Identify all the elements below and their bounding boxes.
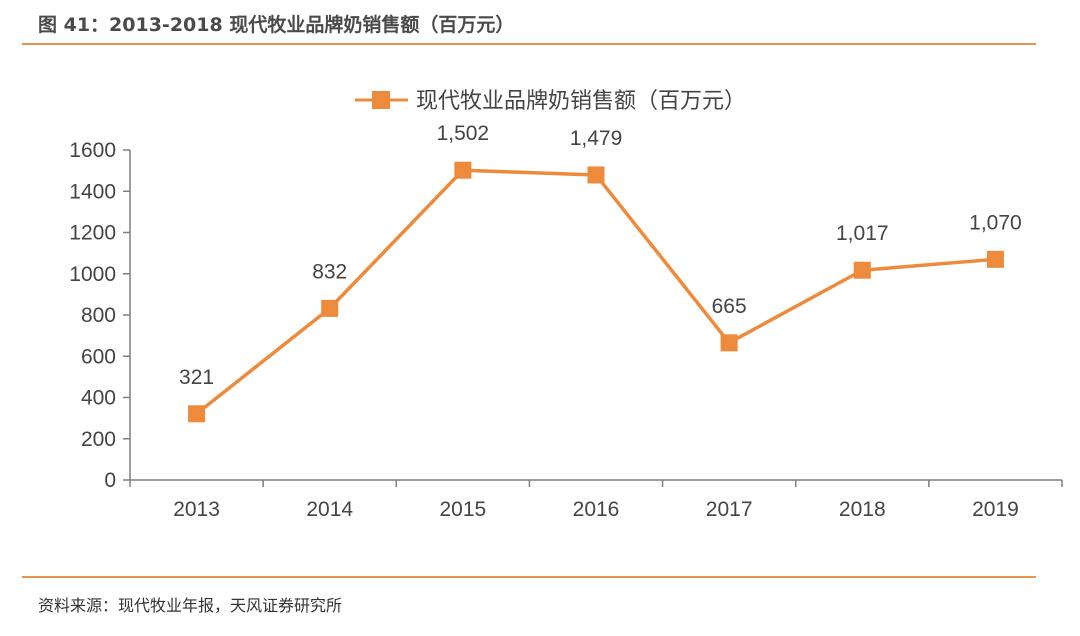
axes — [123, 149, 1063, 487]
x-tick-label: 2016 — [573, 498, 620, 521]
data-label-2018: 1,017 — [836, 222, 889, 245]
x-tick-label: 2013 — [173, 498, 220, 521]
figure-title: 图 41：2013-2018 现代牧业品牌奶销售额（百万元） — [38, 14, 515, 36]
y-tick-label: 800 — [81, 304, 116, 327]
series-line — [195, 168, 996, 416]
data-point-2015 — [454, 161, 472, 179]
data-label-2015: 1,502 — [437, 122, 490, 145]
data-point-2013 — [188, 405, 206, 423]
x-tick-label: 2019 — [972, 498, 1019, 521]
legend-label: 现代牧业品牌奶销售额（百万元） — [416, 89, 746, 114]
x-tick-label: 2017 — [706, 498, 753, 521]
data-label-2017: 665 — [712, 295, 747, 318]
data-label-2016: 1,479 — [570, 127, 623, 150]
data-label-2013: 321 — [179, 366, 214, 389]
data-labels: 321 832 1,502 1,479 665 1,017 1,070 — [179, 122, 1022, 389]
line-chart: 现代牧业品牌奶销售额（百万元） 0 200 400 600 800 1000 1200 140… — [69, 89, 1063, 521]
y-tick-label: 200 — [81, 428, 116, 451]
data-label-2019: 1,070 — [969, 211, 1022, 234]
source-note: 资料来源：现代牧业年报，天风证券研究所 — [38, 596, 343, 615]
x-tick-label: 2018 — [839, 498, 886, 521]
x-tick-label: 2015 — [439, 498, 486, 521]
tick-labels: 0 200 400 600 800 1000 1200 1400 1600 2013 2014 201… — [69, 139, 1019, 521]
top-divider — [22, 43, 1036, 45]
y-tick-label: 1200 — [69, 222, 116, 245]
data-point-2017 — [720, 334, 738, 352]
bottom-divider — [22, 576, 1036, 578]
data-point-2016 — [587, 166, 605, 184]
y-tick-label: 400 — [81, 387, 116, 410]
legend: 现代牧业品牌奶销售额（百万元） — [355, 89, 746, 114]
data-label-2014: 832 — [312, 260, 347, 283]
y-tick-label: 1000 — [69, 263, 116, 286]
data-point-2019 — [986, 250, 1004, 268]
series — [188, 161, 1004, 423]
y-tick-label: 600 — [81, 345, 116, 368]
legend-marker — [372, 91, 390, 109]
data-point-2014 — [321, 299, 339, 317]
y-tick-label: 1400 — [69, 180, 116, 203]
y-tick-label: 0 — [104, 469, 116, 492]
data-point-2018 — [853, 261, 871, 279]
x-tick-label: 2014 — [306, 498, 353, 521]
y-tick-label: 1600 — [69, 139, 116, 162]
